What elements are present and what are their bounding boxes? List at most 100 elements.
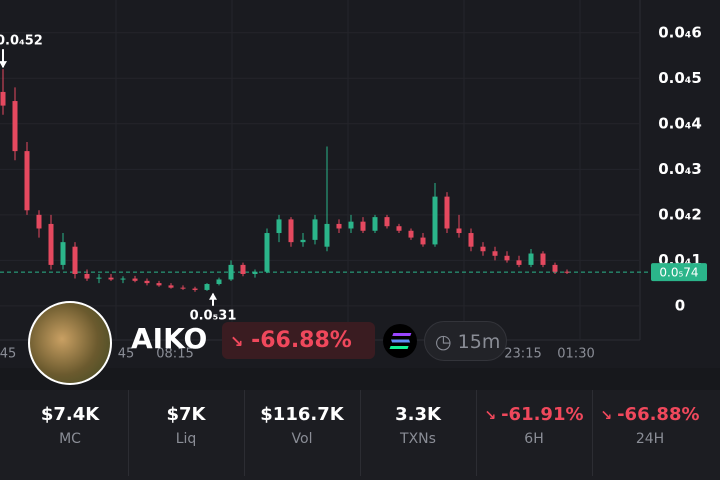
price-chart: 0.0₄60.0₄50.0₄40.0₄30.0₄20.0₄100.0₅740.0… — [0, 0, 707, 362]
candle-body — [72, 246, 78, 275]
candle-body — [552, 264, 558, 272]
x-tick-label: 45 — [0, 347, 16, 362]
candle-body — [480, 246, 486, 252]
candle-body — [48, 223, 54, 265]
stat-label: 24H — [635, 431, 665, 447]
stat-value: 3.3K — [360, 404, 476, 425]
stat-value: $7.4K — [12, 404, 128, 425]
stat: ↘ -66.88% 24H — [592, 390, 708, 476]
stat-value: $7K — [128, 404, 244, 425]
candle-body — [564, 271, 570, 273]
change: -66.88% — [251, 328, 352, 353]
change-badge: ↘ -66.88% — [222, 322, 375, 359]
candle-body — [240, 264, 246, 275]
candle-body — [108, 277, 114, 280]
stat: $7K Liq — [128, 390, 245, 476]
stat-value-text: $7.4K — [40, 404, 100, 425]
candle-body — [144, 280, 150, 284]
stat-value: ↘ -61.91% — [476, 404, 592, 425]
stat-value-text: -66.88% — [617, 404, 700, 425]
interval-pill[interactable]: ◷ 15m — [424, 321, 507, 361]
candle-body — [276, 219, 282, 234]
candle-body — [12, 101, 18, 152]
candle-body — [84, 274, 90, 279]
price-tag — [651, 263, 707, 282]
arrow-icon: ↘ — [230, 332, 244, 351]
candle-body — [312, 219, 318, 240]
divider — [0, 368, 720, 390]
candle-body — [372, 217, 378, 231]
candle-body — [36, 214, 42, 229]
stat: $116.7K Vol — [244, 390, 361, 476]
x-tick-label: 01:30 — [557, 347, 594, 362]
candle-body — [216, 279, 222, 285]
candle-body — [360, 221, 366, 231]
arrow-icon: ↘ — [600, 408, 618, 424]
x-tick-label: 45 — [118, 347, 135, 362]
candle-body — [228, 264, 234, 280]
x-tick-label: 08:15 — [156, 347, 193, 362]
candle-body — [120, 278, 126, 280]
candle-body — [252, 271, 258, 275]
chain-icon — [383, 324, 417, 358]
candle-body — [264, 233, 270, 272]
candle-body — [168, 285, 174, 288]
candle-body — [288, 219, 294, 243]
candle-body — [336, 223, 342, 229]
stat-label: MC — [59, 431, 81, 447]
candle-body — [492, 251, 498, 256]
stat-value-text: 3.3K — [395, 404, 441, 425]
candle-body — [24, 151, 30, 211]
y-tick-label: 0.0₄3 — [658, 160, 702, 178]
stat-value-text: $116.7K — [260, 404, 344, 425]
stat-label: TXNs — [400, 431, 436, 447]
candle-body — [0, 91, 6, 106]
x-tick-label: 23:15 — [504, 347, 541, 362]
candle-body — [540, 253, 546, 265]
clock-icon: ◷ — [435, 331, 452, 353]
candle-body — [432, 196, 438, 245]
candle-body — [324, 223, 330, 247]
price-tag-label: 0.0₅74 — [659, 266, 698, 280]
token-avatar — [28, 301, 112, 385]
candle-body — [396, 226, 402, 231]
stat-value-text: -61.91% — [501, 404, 584, 425]
stat: ↘ -61.91% 6H — [476, 390, 593, 476]
vgrid — [115, 0, 581, 340]
candle-body — [468, 233, 474, 247]
high-label: 0.0₄52 — [0, 34, 43, 49]
candle-body — [204, 284, 210, 290]
candle-body — [384, 217, 390, 227]
plot-bg — [0, 0, 640, 340]
candle-body — [408, 230, 414, 238]
y-tick-label: 0.0₄4 — [658, 114, 702, 132]
stat-value: $116.7K — [244, 404, 360, 425]
stat-value: ↘ -66.88% — [592, 404, 708, 425]
stat-label: Liq — [175, 431, 197, 447]
y-tick-label: 0 — [675, 296, 685, 314]
candle-body — [300, 239, 306, 243]
low-label: 0.0₅31 — [190, 308, 237, 323]
stat-label: 6H — [524, 431, 544, 447]
stat-label: Vol — [291, 431, 313, 447]
y-tick-label: 0.0₄6 — [658, 23, 702, 41]
candle-body — [180, 287, 186, 289]
y-tick-label: 0.0₄5 — [658, 69, 702, 87]
arrow-head — [209, 292, 217, 300]
candle-body — [516, 260, 522, 265]
candle-body — [420, 237, 426, 245]
candle-body — [132, 278, 138, 281]
candle-body — [528, 253, 534, 265]
stat: 3.3K TXNs — [360, 390, 477, 476]
y-tick-label: 0.0₄2 — [658, 205, 702, 223]
candle-body — [156, 283, 162, 286]
stat: $7.4K MC — [12, 390, 129, 476]
candle-body — [444, 196, 450, 229]
candle-body — [60, 242, 66, 265]
candle-body — [192, 288, 198, 290]
token-name: AIKO — [131, 322, 208, 355]
candle-body — [96, 277, 102, 279]
candle-body — [456, 228, 462, 234]
interval: 15m — [457, 331, 501, 353]
